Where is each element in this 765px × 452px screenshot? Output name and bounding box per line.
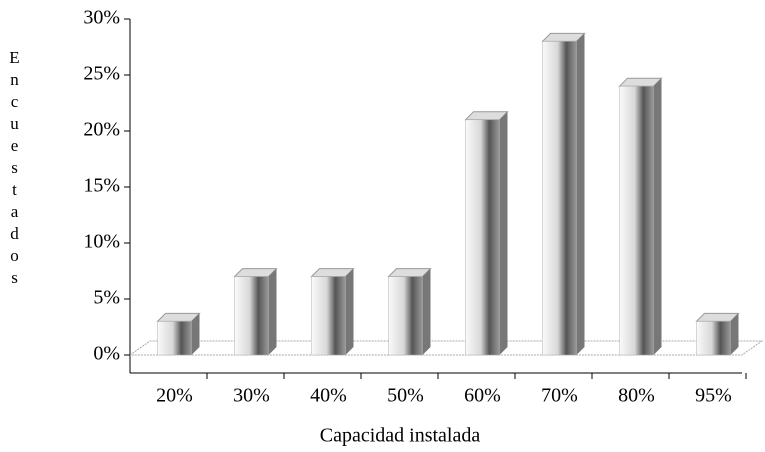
bar-side <box>345 268 354 355</box>
y-tick-label: 15% <box>83 175 120 197</box>
bar-side <box>499 111 508 355</box>
bar <box>234 276 269 356</box>
bar-side <box>730 313 739 355</box>
x-tick-label: 70% <box>541 385 578 407</box>
y-axis-title: Encuestados <box>5 48 24 290</box>
y-tick-label: 20% <box>83 119 120 141</box>
bar-side <box>191 313 200 355</box>
x-axis-title: Capacidad instalada <box>320 425 481 447</box>
bar <box>542 41 577 356</box>
y-tick-label: 0% <box>93 343 120 365</box>
x-tick-label: 60% <box>464 385 501 407</box>
x-tick-label: 95% <box>695 385 732 407</box>
bar <box>465 119 500 356</box>
bar <box>388 276 423 356</box>
x-tick-label: 50% <box>387 385 424 407</box>
x-tick-label: 20% <box>156 385 193 407</box>
bar-side <box>653 78 662 355</box>
bar-side <box>268 268 277 355</box>
y-tick-label: 25% <box>83 63 120 85</box>
bar-side <box>422 268 431 355</box>
floor <box>128 340 764 356</box>
y-tick-label: 10% <box>83 231 120 253</box>
y-tick-label: 30% <box>83 7 120 29</box>
bar <box>619 85 654 356</box>
bar <box>157 321 192 356</box>
x-tick-label: 40% <box>310 385 347 407</box>
bar <box>696 321 731 356</box>
bar-side <box>576 33 585 356</box>
bar <box>311 276 346 356</box>
y-tick-label: 5% <box>93 287 120 309</box>
x-tick-label: 30% <box>233 385 270 407</box>
x-tick-label: 80% <box>618 385 655 407</box>
